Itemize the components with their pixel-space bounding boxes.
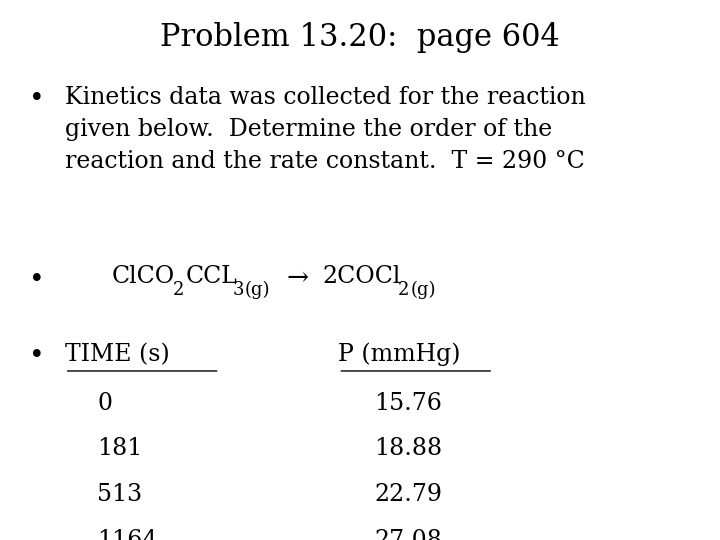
Text: •: • [29, 343, 45, 368]
Text: 1164: 1164 [97, 529, 158, 540]
Text: ClCO: ClCO [112, 265, 175, 288]
Text: 2COCl: 2COCl [323, 265, 401, 288]
Text: 15.76: 15.76 [374, 392, 442, 415]
Text: 3: 3 [233, 281, 244, 299]
Text: 513: 513 [97, 483, 143, 507]
Text: 2: 2 [173, 281, 184, 299]
Text: 0: 0 [97, 392, 112, 415]
Text: (g): (g) [245, 281, 270, 299]
Text: •: • [29, 86, 45, 111]
Text: TIME (s): TIME (s) [65, 343, 169, 366]
Text: P (mmHg): P (mmHg) [338, 343, 461, 367]
Text: 18.88: 18.88 [374, 437, 443, 461]
Text: 181: 181 [97, 437, 143, 461]
Text: →: → [287, 265, 309, 289]
Text: 22.79: 22.79 [374, 483, 442, 507]
Text: Kinetics data was collected for the reaction
given below.  Determine the order o: Kinetics data was collected for the reac… [65, 86, 585, 173]
Text: Problem 13.20:  page 604: Problem 13.20: page 604 [160, 22, 560, 52]
Text: 27.08: 27.08 [374, 529, 442, 540]
Text: (g): (g) [410, 281, 436, 299]
Text: CCL: CCL [186, 265, 238, 288]
Text: •: • [29, 267, 45, 292]
Text: 2: 2 [398, 281, 410, 299]
